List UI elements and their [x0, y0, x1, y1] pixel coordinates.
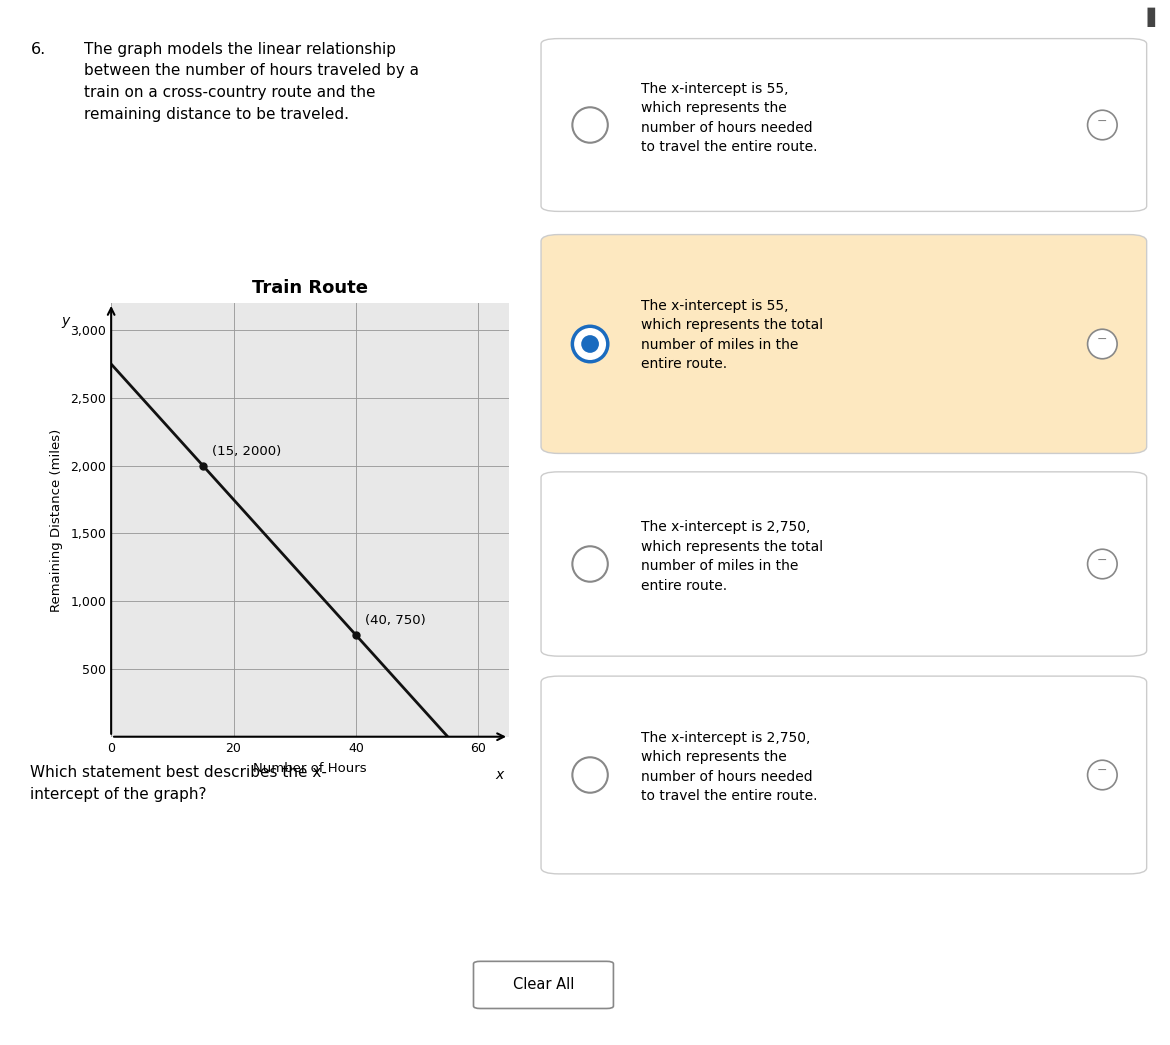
Text: (15, 2000): (15, 2000): [212, 445, 281, 458]
Ellipse shape: [1088, 329, 1117, 358]
FancyBboxPatch shape: [541, 472, 1147, 656]
Y-axis label: Remaining Distance (miles): Remaining Distance (miles): [50, 428, 63, 611]
X-axis label: Number of Hours: Number of Hours: [253, 762, 367, 774]
Ellipse shape: [581, 335, 599, 353]
Text: The x-intercept is 2,750,
which represents the total
number of miles in the
enti: The x-intercept is 2,750, which represen…: [641, 520, 824, 593]
FancyBboxPatch shape: [541, 39, 1147, 211]
Title: Train Route: Train Route: [252, 279, 369, 298]
Text: The x-intercept is 2,750,
which represents the
number of hours needed
to travel : The x-intercept is 2,750, which represen…: [641, 730, 818, 803]
Text: Clear All: Clear All: [512, 977, 574, 993]
Text: −: −: [1097, 764, 1108, 777]
Ellipse shape: [572, 108, 607, 143]
Ellipse shape: [572, 758, 607, 793]
Ellipse shape: [572, 326, 607, 362]
FancyBboxPatch shape: [541, 676, 1147, 874]
Text: y: y: [61, 314, 69, 328]
Text: 6.: 6.: [30, 42, 46, 56]
Ellipse shape: [1088, 110, 1117, 140]
Text: −: −: [1097, 115, 1108, 127]
Text: Which statement best describes the x-
intercept of the graph?: Which statement best describes the x- in…: [30, 765, 328, 802]
Text: −: −: [1097, 333, 1108, 346]
Ellipse shape: [1088, 550, 1117, 579]
Text: −: −: [1097, 554, 1108, 566]
Text: The x-intercept is 55,
which represents the total
number of miles in the
entire : The x-intercept is 55, which represents …: [641, 299, 824, 371]
Text: The graph models the linear relationship
between the number of hours traveled by: The graph models the linear relationship…: [84, 42, 419, 121]
Text: ▐: ▐: [1140, 7, 1155, 27]
FancyBboxPatch shape: [474, 961, 613, 1008]
Text: The x-intercept is 55,
which represents the
number of hours needed
to travel the: The x-intercept is 55, which represents …: [641, 82, 818, 154]
Text: (40, 750): (40, 750): [365, 614, 426, 627]
Ellipse shape: [572, 547, 607, 582]
Text: x: x: [495, 768, 503, 782]
FancyBboxPatch shape: [541, 234, 1147, 454]
Ellipse shape: [1088, 760, 1117, 790]
